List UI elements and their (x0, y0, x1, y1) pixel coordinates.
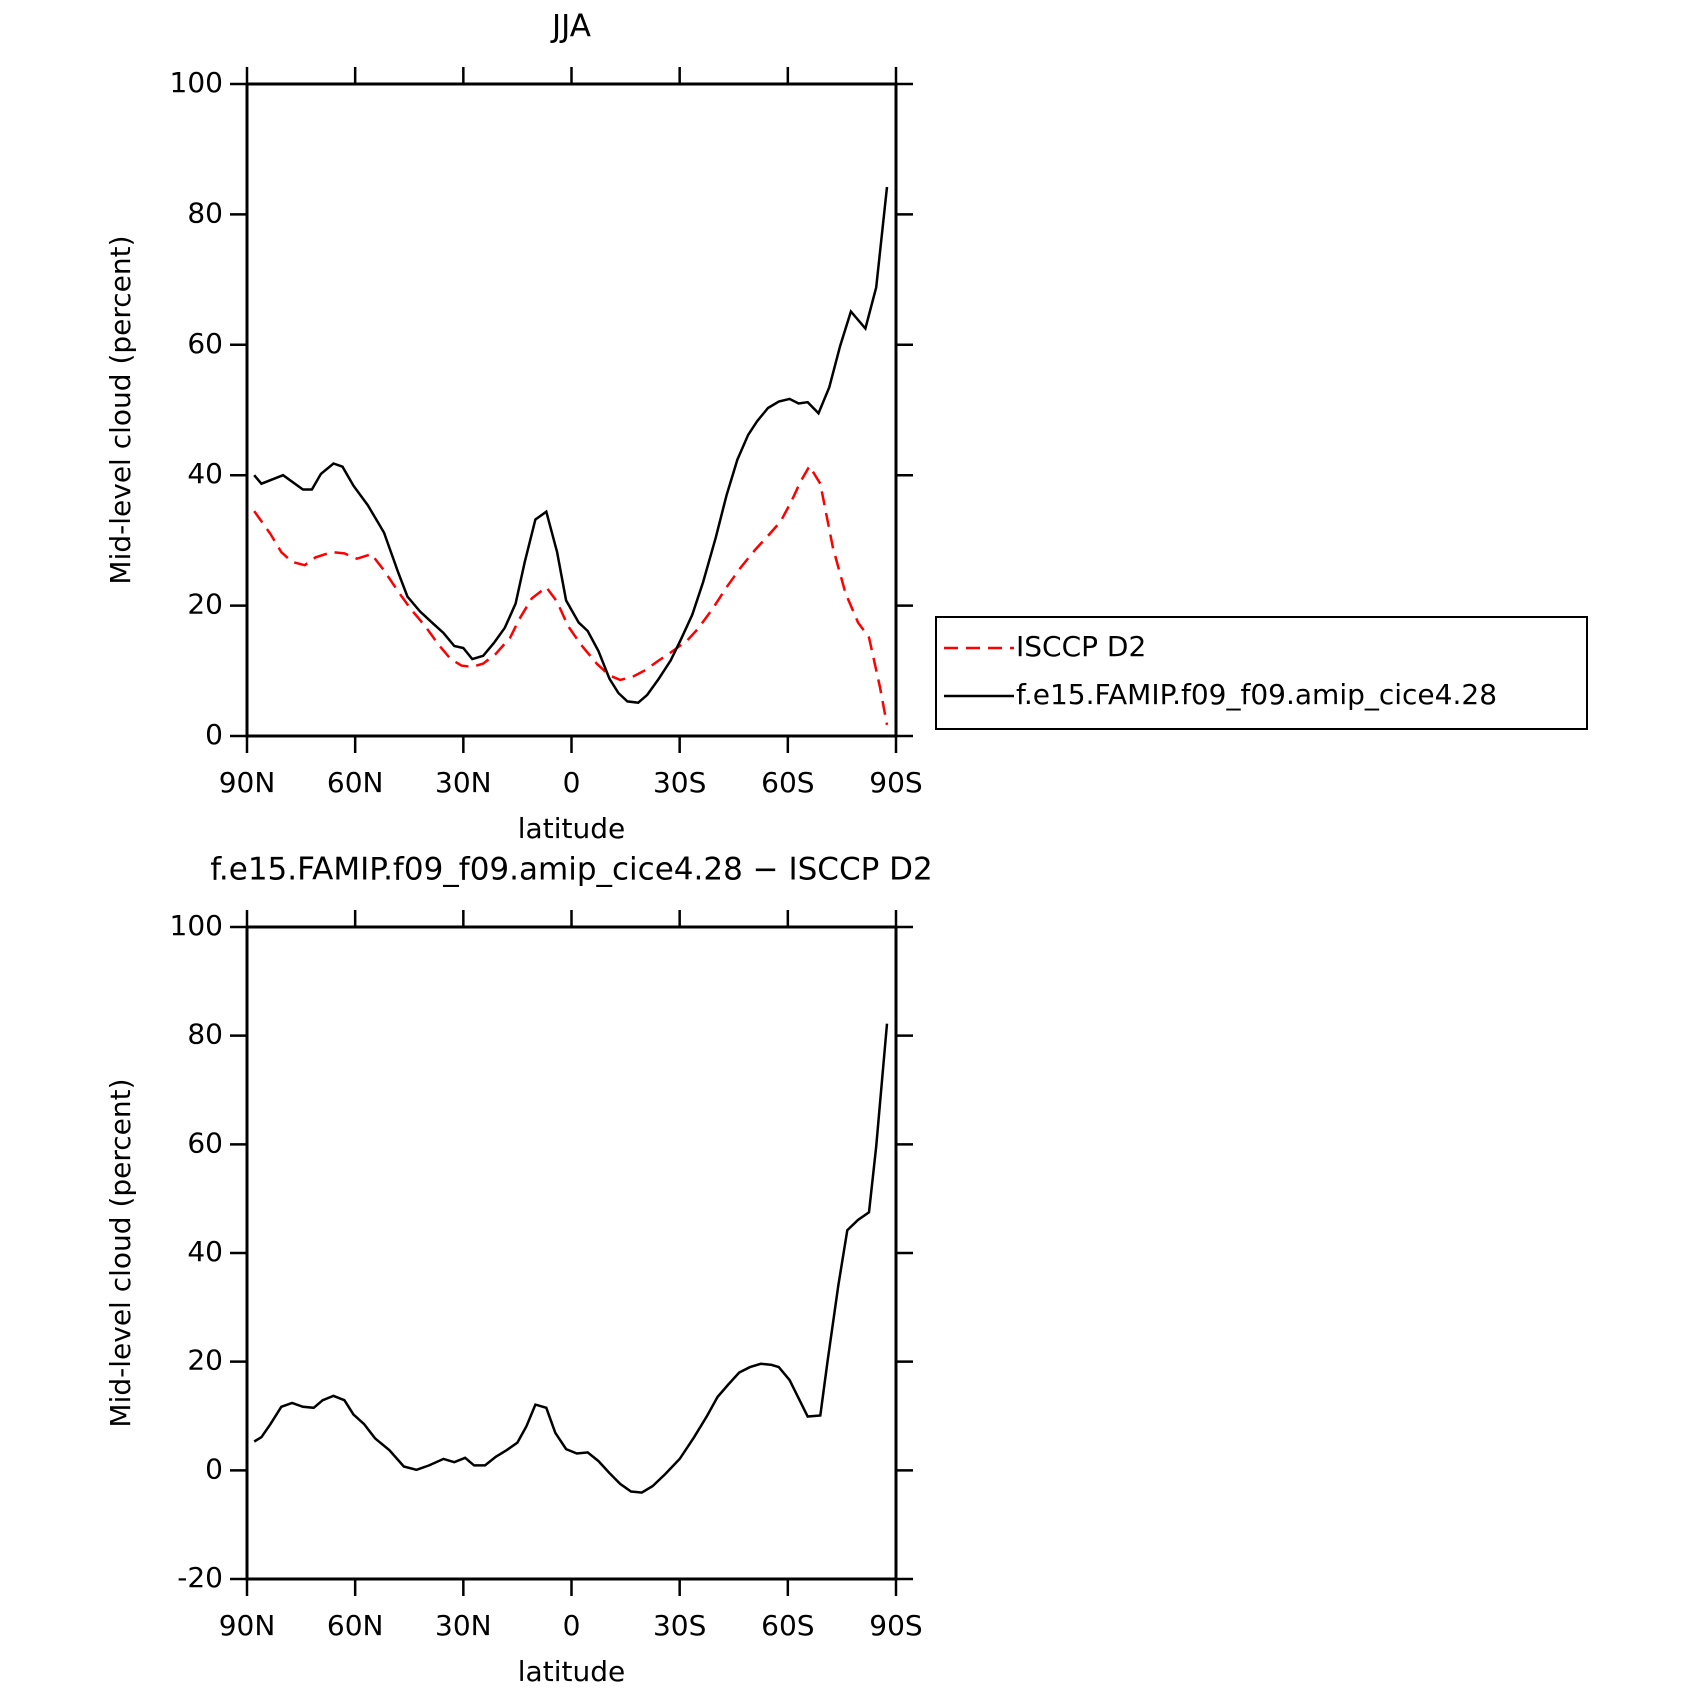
y-tick-label: 0 (205, 718, 223, 751)
y-tick-label: 100 (170, 66, 223, 99)
x-tick-label: 0 (563, 766, 581, 799)
x-tick-label: 90N (219, 766, 276, 799)
y-tick-label: 40 (187, 457, 223, 490)
y-tick-label: 80 (187, 196, 223, 229)
data-line (253, 186, 889, 705)
x-tick-label: 90S (869, 766, 922, 799)
y-tick-label: 40 (187, 1235, 223, 1268)
data-line (253, 1023, 889, 1494)
y-tick-label: 20 (187, 1344, 223, 1377)
x-tick-label: 60S (761, 766, 814, 799)
x-tick-label: 30N (435, 766, 492, 799)
x-tick-label: 30N (435, 1609, 492, 1642)
y-tick-label: 0 (205, 1452, 223, 1485)
plot-frame (245, 925, 898, 1581)
x-tick-label: 60N (327, 766, 384, 799)
x-axis-label: latitude (518, 812, 625, 845)
plot-frame (245, 82, 898, 738)
x-tick-label: 30S (653, 1609, 706, 1642)
y-axis-label: Mid-level cloud (percent) (104, 235, 137, 584)
data-line (253, 463, 889, 726)
y-tick-label: 80 (187, 1018, 223, 1051)
y-tick-label: -20 (177, 1561, 223, 1594)
legend-box (935, 616, 1588, 730)
x-tick-label: 30S (653, 766, 706, 799)
x-tick-label: 60N (327, 1609, 384, 1642)
x-tick-label: 90N (219, 1609, 276, 1642)
x-tick-label: 60S (761, 1609, 814, 1642)
x-tick-label: 90S (869, 1609, 922, 1642)
legend-label: ISCCP D2 (1016, 630, 1146, 663)
y-tick-label: 20 (187, 588, 223, 621)
y-axis-label: Mid-level cloud (percent) (104, 1078, 137, 1427)
legend-label: f.e15.FAMIP.f09_f09.amip_cice4.28 (1016, 678, 1497, 711)
y-tick-label: 60 (187, 1126, 223, 1159)
x-axis-label: latitude (518, 1655, 625, 1688)
y-tick-label: 100 (170, 909, 223, 942)
chart-title: JJA (550, 9, 591, 45)
chart-title: f.e15.FAMIP.f09_f09.amip_cice4.28 − ISCC… (210, 852, 932, 888)
y-tick-label: 60 (187, 327, 223, 360)
x-tick-label: 0 (563, 1609, 581, 1642)
